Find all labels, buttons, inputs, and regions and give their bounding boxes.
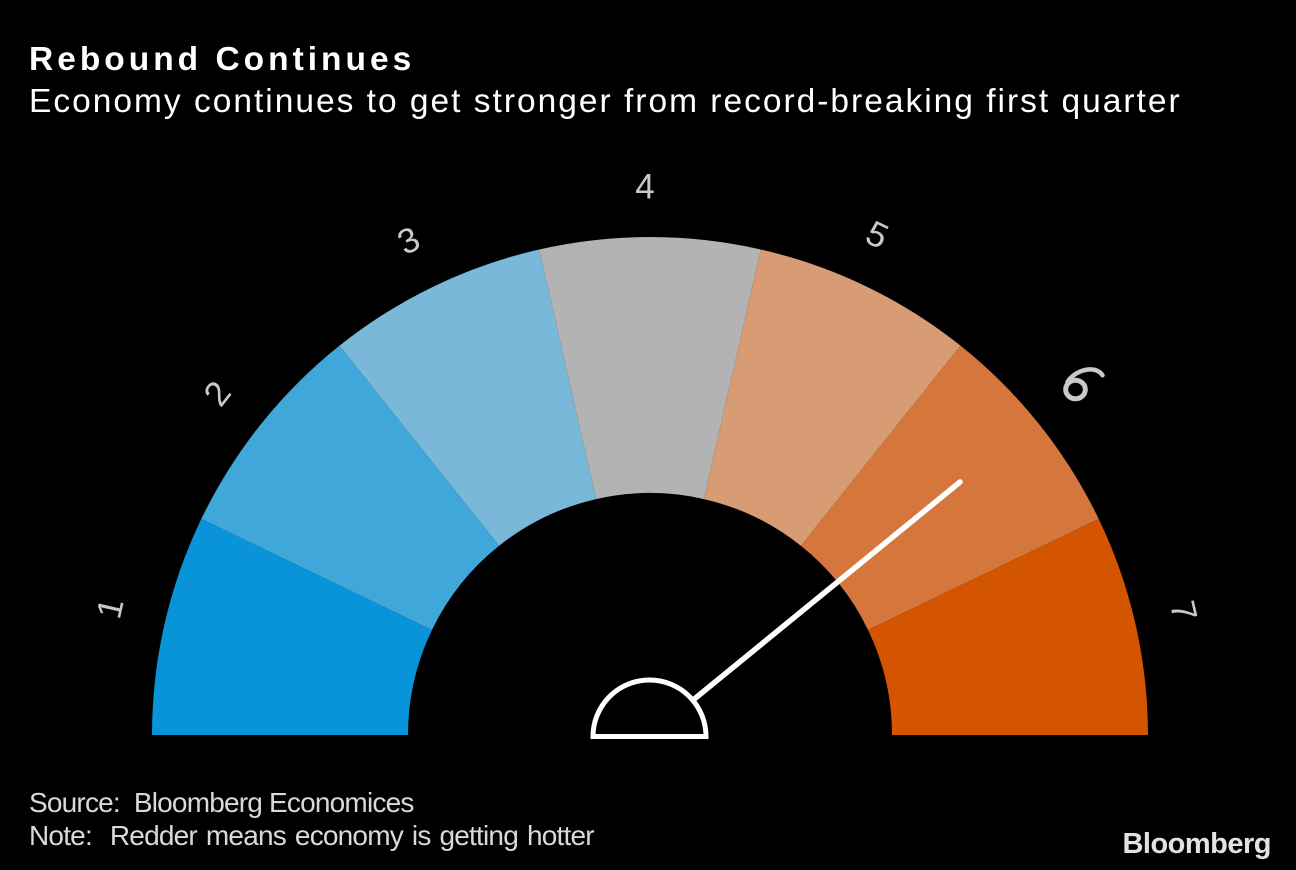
svg-text:1: 1 bbox=[89, 595, 131, 623]
svg-text:7: 7 bbox=[1162, 597, 1204, 625]
svg-text:3: 3 bbox=[392, 219, 426, 263]
svg-text:4: 4 bbox=[635, 168, 654, 207]
svg-text:5: 5 bbox=[860, 213, 894, 257]
svg-text:2: 2 bbox=[196, 374, 239, 414]
